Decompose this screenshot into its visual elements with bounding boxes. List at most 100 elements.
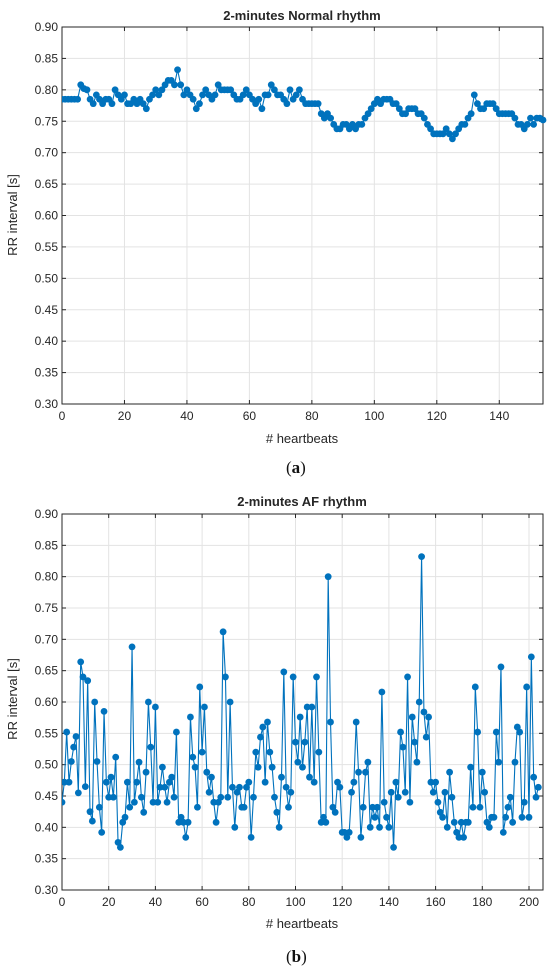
y-tick-label: 0.60 <box>35 695 59 709</box>
data-point <box>187 713 194 721</box>
data-point <box>441 788 449 796</box>
data-point <box>469 803 477 811</box>
data-point <box>264 718 271 726</box>
data-point <box>139 100 147 108</box>
data-point <box>415 698 423 706</box>
y-tick-label: 0.40 <box>35 334 59 348</box>
y-tick-label: 0.65 <box>35 664 59 678</box>
data-point <box>72 733 80 740</box>
data-point <box>199 91 206 99</box>
data-point <box>158 86 166 94</box>
data-point <box>383 813 390 821</box>
data-point <box>270 86 278 94</box>
data-point <box>155 91 163 99</box>
data-point <box>411 738 418 746</box>
data-point <box>63 728 71 736</box>
data-point <box>123 778 131 786</box>
x-tick-label: 80 <box>242 895 256 909</box>
x-axis-label: # heartbeats <box>266 916 339 931</box>
x-tick-label: 0 <box>59 895 66 909</box>
data-point <box>495 758 503 766</box>
data-point <box>202 86 210 94</box>
data-point <box>245 778 253 786</box>
data-point <box>208 773 215 781</box>
data-point <box>189 95 197 103</box>
data-point <box>539 116 547 124</box>
chart-title: 2-minutes Normal rhythm <box>223 8 380 23</box>
data-point <box>130 798 138 806</box>
data-point <box>67 758 75 765</box>
data-point <box>109 793 117 801</box>
data-point <box>201 703 208 711</box>
data-point <box>502 813 510 821</box>
data-point <box>224 793 232 801</box>
x-axis-label: # heartbeats <box>266 431 339 446</box>
data-point <box>350 778 358 786</box>
data-point <box>79 673 87 681</box>
data-point <box>497 663 505 671</box>
data-point <box>448 793 456 801</box>
data-point <box>470 91 478 99</box>
data-point <box>467 763 475 771</box>
data-point <box>100 708 108 715</box>
data-point <box>327 114 335 122</box>
data-point <box>191 763 199 771</box>
data-point <box>62 798 66 806</box>
y-tick-label: 0.55 <box>35 726 59 740</box>
chart-normal-rhythm: 2-minutes Normal rhythm RR interval [s] … <box>5 8 547 477</box>
data-point <box>509 818 517 826</box>
data-point <box>523 120 531 128</box>
data-point <box>427 778 435 786</box>
data-point <box>461 120 469 128</box>
data-point <box>434 798 442 806</box>
data-point <box>102 778 110 786</box>
x-tick-label: 60 <box>243 409 257 423</box>
data-point <box>315 748 323 756</box>
data-point <box>392 100 400 108</box>
data-point <box>427 125 434 133</box>
data-point <box>286 86 294 94</box>
y-tick-label: 0.30 <box>35 397 59 411</box>
data-point <box>310 778 318 786</box>
data-point <box>194 803 201 811</box>
data-point <box>149 798 157 806</box>
data-point <box>173 728 180 736</box>
data-point <box>275 823 283 831</box>
data-point <box>408 713 416 721</box>
data-point <box>395 105 403 113</box>
data-point <box>255 95 263 103</box>
data-point <box>345 828 353 836</box>
x-tick-label: 20 <box>102 895 116 909</box>
data-point <box>135 758 143 766</box>
data-point <box>504 803 512 811</box>
data-point <box>70 743 78 751</box>
data-point <box>183 86 191 94</box>
data-point <box>358 120 366 128</box>
data-point <box>489 100 497 108</box>
data-point <box>336 783 344 791</box>
data-point <box>446 768 453 776</box>
x-tick-label: 60 <box>195 895 209 909</box>
data-point <box>86 808 94 816</box>
data-point <box>394 793 402 801</box>
data-point <box>442 125 450 133</box>
data-point <box>210 798 218 806</box>
data-point <box>267 81 275 89</box>
data-point <box>520 798 528 806</box>
data-point <box>355 768 362 776</box>
data-point <box>222 673 229 681</box>
data-point <box>506 793 514 801</box>
data-point <box>170 793 178 801</box>
data-point <box>156 783 164 791</box>
data-point <box>184 818 192 826</box>
caption-b: (b) <box>286 947 307 966</box>
data-point <box>196 100 203 108</box>
data-point <box>163 798 171 806</box>
data-point <box>231 823 239 831</box>
data-point <box>211 91 219 99</box>
caption-letter: a <box>292 458 301 477</box>
data-point <box>429 788 437 796</box>
data-point <box>364 758 372 766</box>
data-point <box>152 86 160 94</box>
data-point <box>196 683 204 691</box>
